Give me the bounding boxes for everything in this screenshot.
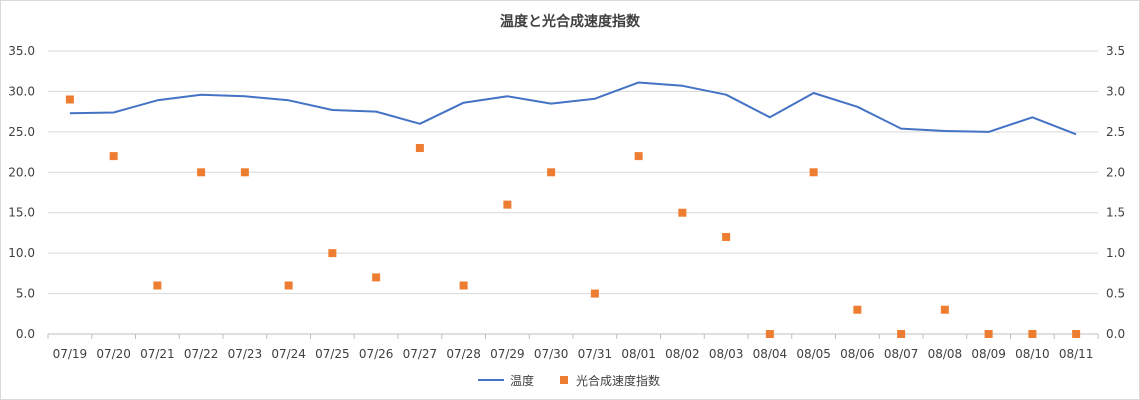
scatter-point bbox=[503, 200, 512, 209]
x-tick-label: 07/30 bbox=[534, 347, 569, 361]
x-tick-label: 08/03 bbox=[709, 347, 744, 361]
y-left-tick-label: 5.0 bbox=[16, 287, 35, 301]
scatter-point bbox=[153, 281, 162, 290]
y-left-tick-label: 25.0 bbox=[8, 125, 35, 139]
legend-marker-swatch bbox=[560, 376, 569, 384]
x-tick-label: 07/22 bbox=[184, 347, 219, 361]
y-right-tick-label: 3.0 bbox=[1106, 84, 1125, 98]
y-right-tick-label: 0.5 bbox=[1106, 287, 1125, 301]
x-tick-label: 08/11 bbox=[1059, 347, 1094, 361]
scatter-point bbox=[240, 168, 249, 177]
y-right-tick-label: 1.5 bbox=[1106, 206, 1125, 220]
series-temperature bbox=[69, 81, 1077, 136]
y-left-tick-label: 10.0 bbox=[8, 246, 35, 260]
x-tick-label: 07/25 bbox=[315, 347, 350, 361]
y-left-tick-label: 35.0 bbox=[8, 44, 35, 58]
gridlines bbox=[48, 50, 1098, 335]
x-tick-label: 08/05 bbox=[796, 347, 831, 361]
scatter-point bbox=[853, 305, 862, 314]
scatter-point bbox=[328, 249, 337, 258]
scatter-point bbox=[634, 152, 643, 161]
y-left-tick-label: 30.0 bbox=[8, 84, 35, 98]
scatter-point bbox=[678, 208, 687, 217]
x-tick-label: 08/10 bbox=[1015, 347, 1050, 361]
x-tick-label: 08/02 bbox=[665, 347, 700, 361]
y-left-tick-label: 20.0 bbox=[8, 165, 35, 179]
y-left-tick-label: 15.0 bbox=[8, 206, 35, 220]
x-tick-label: 07/26 bbox=[359, 347, 394, 361]
legend-label-photosynthesis: 光合成速度指数 bbox=[576, 373, 661, 388]
scatter-point bbox=[590, 289, 599, 298]
scatter-point bbox=[459, 281, 468, 290]
x-tick-label: 07/20 bbox=[96, 347, 131, 361]
x-tick-label: 07/27 bbox=[403, 347, 438, 361]
scatter-point bbox=[1072, 330, 1081, 338]
scatter-point bbox=[897, 330, 906, 338]
y-right-tick-label: 2.5 bbox=[1106, 125, 1125, 139]
y-axis-left: 0.0 5.0 10.0 15.0 20.0 25.0 30.0 35.0 bbox=[8, 44, 35, 341]
scatter-point bbox=[109, 152, 118, 161]
x-tick-label: 07/24 bbox=[271, 347, 306, 361]
scatter-point bbox=[765, 330, 774, 338]
scatter-point bbox=[65, 95, 74, 104]
x-tick-label: 08/06 bbox=[840, 347, 875, 361]
x-tick-label: 07/23 bbox=[228, 347, 263, 361]
scatter-point bbox=[1028, 330, 1037, 338]
x-tick-label: 07/29 bbox=[490, 347, 525, 361]
x-tick-label: 07/19 bbox=[53, 347, 88, 361]
scatter-point bbox=[197, 168, 206, 177]
chart-title: 温度と光合成速度指数 bbox=[500, 14, 640, 30]
series-photosynthesis bbox=[65, 95, 1081, 338]
x-tick-label: 08/09 bbox=[971, 347, 1006, 361]
x-tick-label: 07/31 bbox=[578, 347, 613, 361]
series-line-temperature bbox=[69, 81, 1077, 136]
x-tick-label: 08/08 bbox=[928, 347, 963, 361]
x-tick-label: 08/07 bbox=[884, 347, 919, 361]
legend: 温度 光合成速度指数 bbox=[0, 369, 1140, 391]
y-axis-right: 0.0 0.5 1.0 1.5 2.0 2.5 3.0 3.5 bbox=[1106, 44, 1125, 341]
scatter-point bbox=[984, 330, 993, 338]
x-tick-label: 07/28 bbox=[446, 347, 481, 361]
scatter-point bbox=[809, 168, 818, 177]
scatter-point bbox=[722, 232, 731, 241]
y-right-tick-label: 2.0 bbox=[1106, 165, 1125, 179]
x-tick-label: 08/01 bbox=[621, 347, 656, 361]
y-right-tick-label: 0.0 bbox=[1106, 327, 1125, 341]
legend-label-temperature: 温度 bbox=[510, 373, 535, 388]
scatter-point bbox=[547, 168, 556, 177]
x-tick-label: 07/21 bbox=[140, 347, 175, 361]
y-right-tick-label: 1.0 bbox=[1106, 246, 1125, 260]
legend-line-swatch bbox=[478, 379, 504, 381]
y-right-tick-label: 3.5 bbox=[1106, 44, 1125, 58]
scatter-point bbox=[940, 305, 949, 314]
y-left-tick-label: 0.0 bbox=[16, 327, 35, 341]
x-axis: 07/19 07/20 07/21 07/22 07/23 07/24 07/25 07/26… bbox=[47, 334, 1099, 361]
scatter-point bbox=[372, 273, 381, 282]
scatter-point bbox=[415, 144, 424, 153]
legend-item-temperature: 温度 bbox=[478, 372, 534, 389]
scatter-point bbox=[284, 281, 293, 290]
legend-item-photosynthesis: 光合成速度指数 bbox=[558, 372, 660, 389]
x-tick-label: 08/04 bbox=[753, 347, 788, 361]
